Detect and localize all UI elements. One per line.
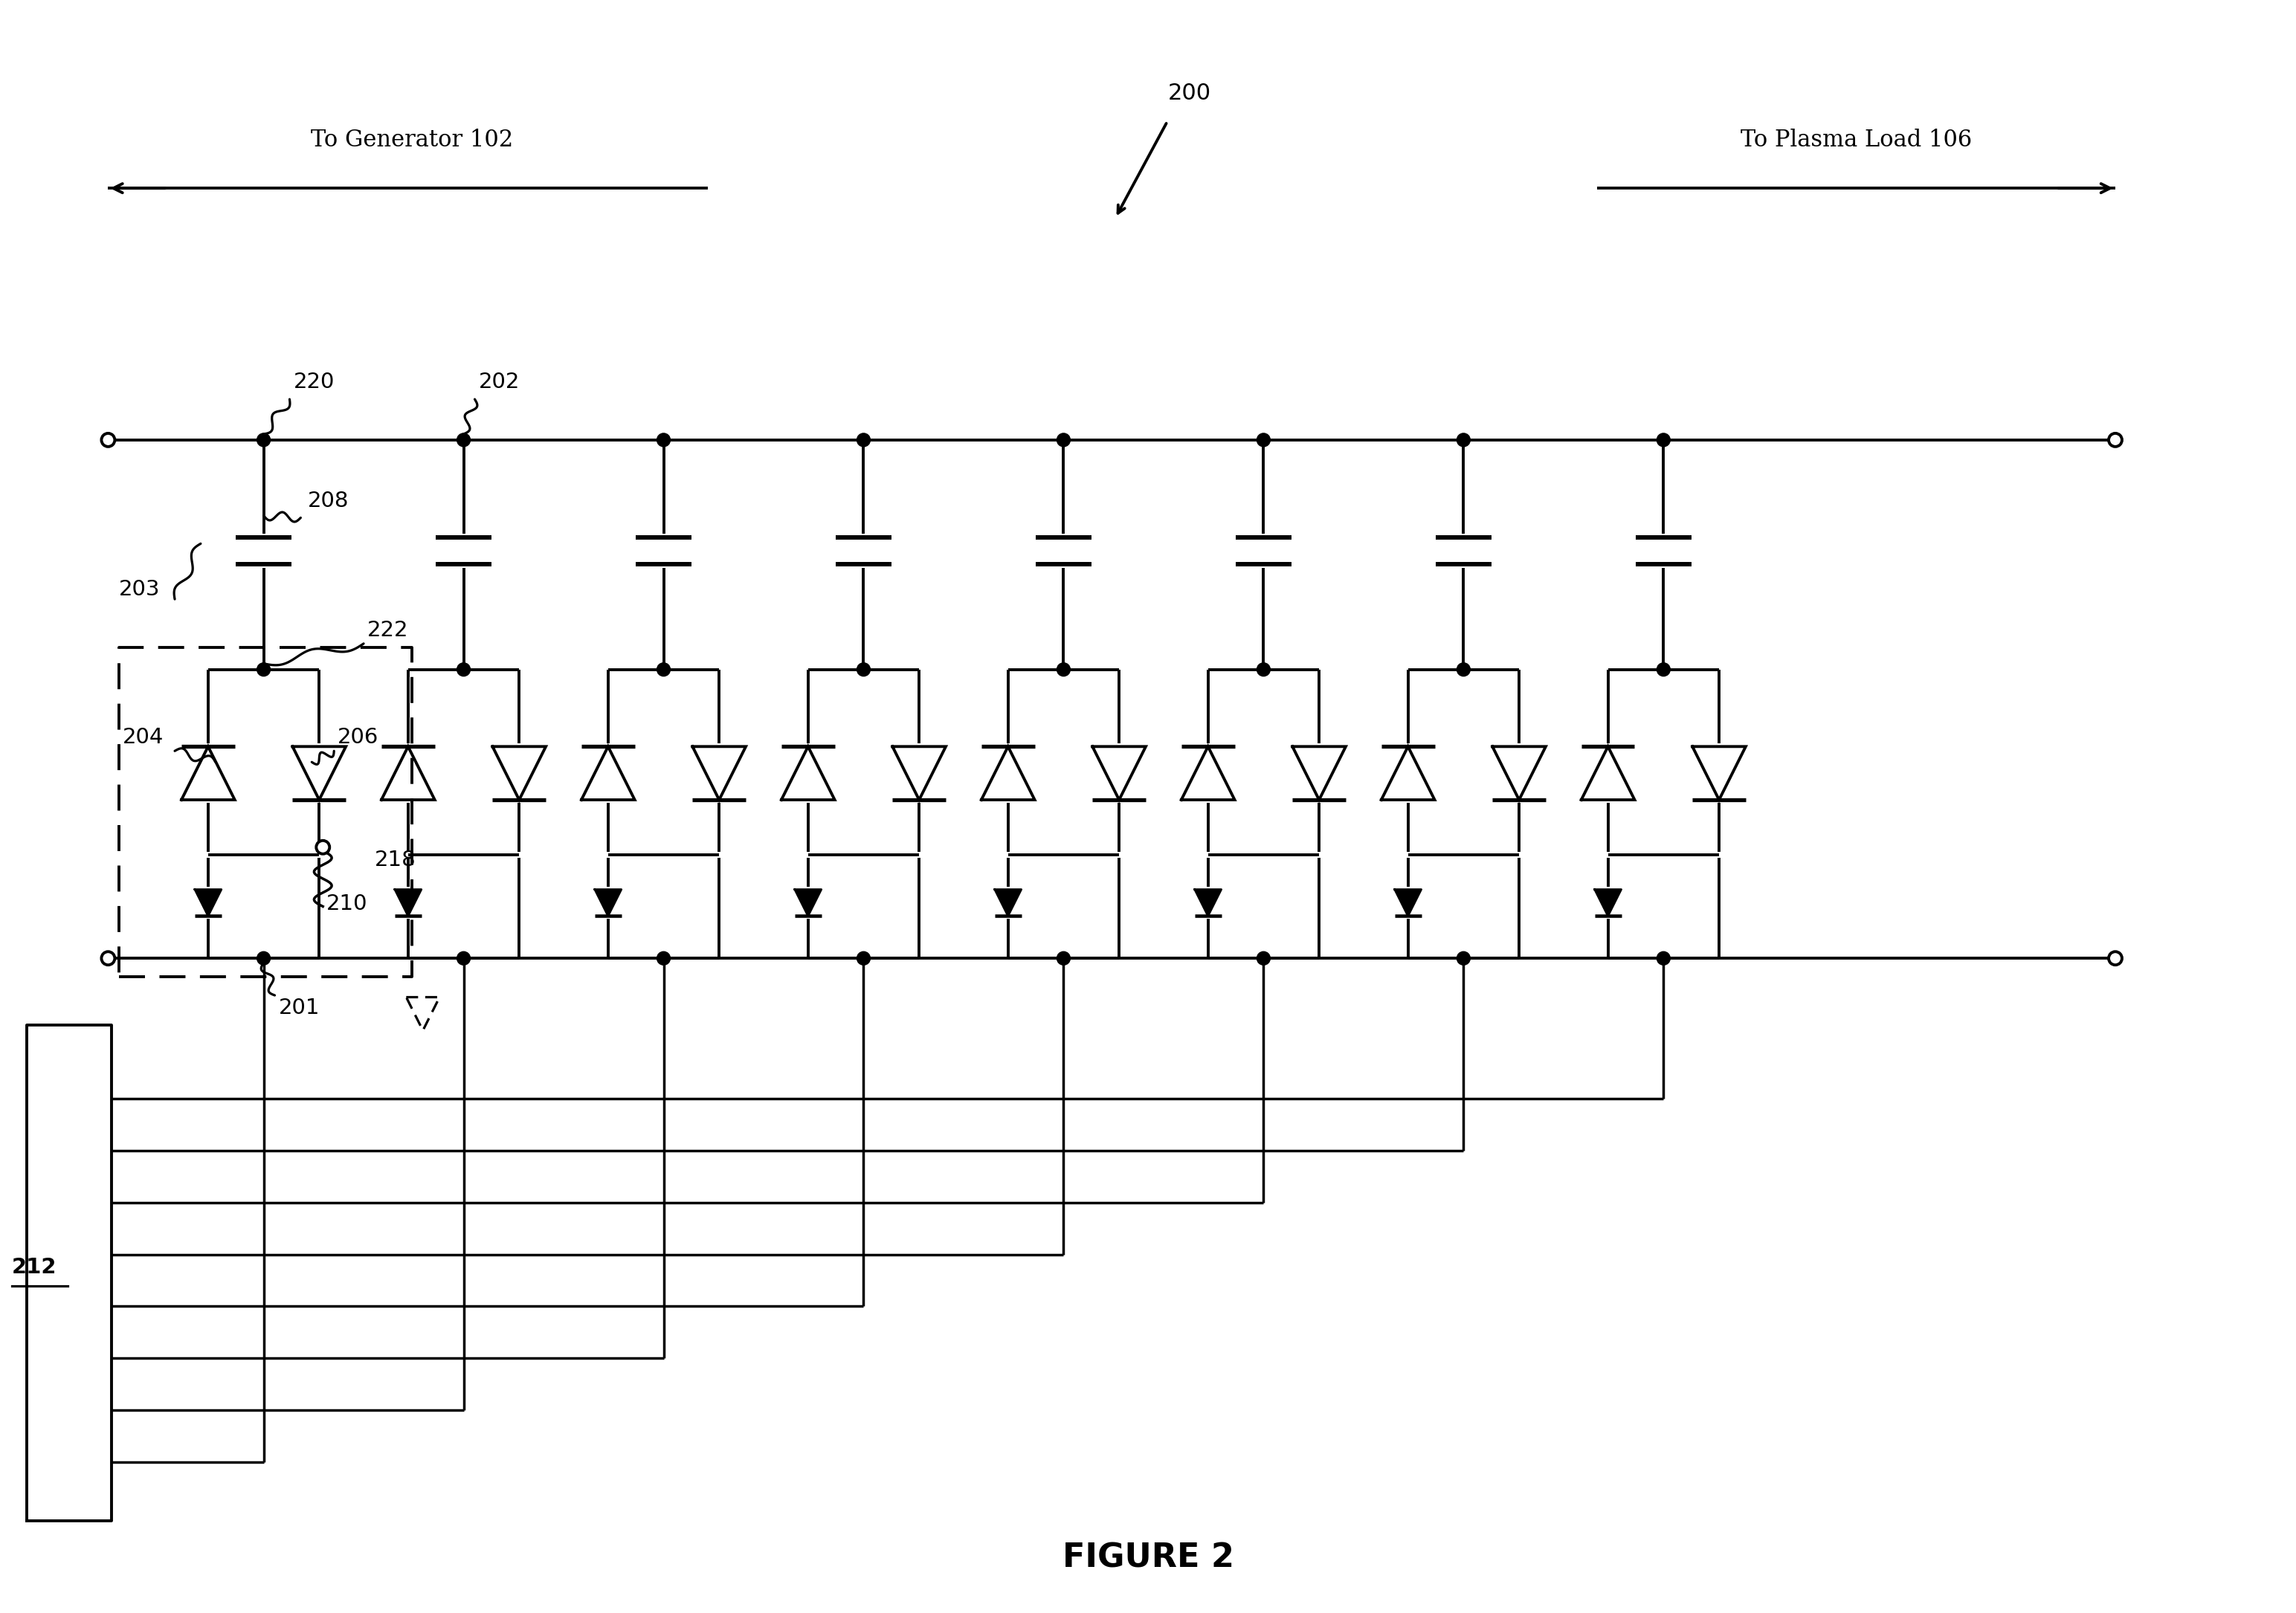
Text: 222: 222	[367, 619, 409, 640]
Circle shape	[1458, 434, 1469, 447]
Circle shape	[257, 434, 271, 447]
Circle shape	[657, 434, 670, 447]
Circle shape	[657, 663, 670, 676]
Text: 206: 206	[338, 727, 379, 748]
Circle shape	[457, 952, 471, 965]
Text: To Generator 102: To Generator 102	[310, 129, 512, 152]
Text: To Plasma Load 106: To Plasma Load 106	[1740, 129, 1972, 152]
Polygon shape	[195, 889, 220, 916]
Circle shape	[101, 952, 115, 965]
Polygon shape	[994, 889, 1022, 916]
Circle shape	[2108, 952, 2122, 965]
Circle shape	[1256, 663, 1270, 676]
Text: 202: 202	[478, 371, 519, 392]
Text: 210: 210	[326, 894, 367, 915]
Circle shape	[1658, 952, 1669, 965]
Circle shape	[257, 663, 271, 676]
Circle shape	[1458, 663, 1469, 676]
Circle shape	[657, 952, 670, 965]
Polygon shape	[1394, 889, 1421, 916]
Circle shape	[1658, 663, 1669, 676]
Circle shape	[457, 434, 471, 447]
Circle shape	[1056, 434, 1070, 447]
Circle shape	[1256, 434, 1270, 447]
Circle shape	[856, 663, 870, 676]
Circle shape	[317, 840, 331, 853]
Circle shape	[1658, 434, 1669, 447]
Text: 212: 212	[11, 1257, 57, 1277]
Text: 200: 200	[1169, 82, 1210, 103]
Circle shape	[1056, 663, 1070, 676]
Polygon shape	[794, 889, 822, 916]
Text: 203: 203	[119, 579, 161, 600]
Text: 220: 220	[294, 371, 335, 392]
Circle shape	[856, 952, 870, 965]
Text: FIGURE 2: FIGURE 2	[1063, 1542, 1233, 1574]
Circle shape	[1056, 952, 1070, 965]
Circle shape	[1458, 952, 1469, 965]
Text: 204: 204	[124, 727, 163, 748]
Polygon shape	[1194, 889, 1221, 916]
Polygon shape	[595, 889, 622, 916]
Circle shape	[457, 663, 471, 676]
Text: 208: 208	[308, 490, 349, 511]
Polygon shape	[1596, 889, 1621, 916]
Circle shape	[257, 952, 271, 965]
Text: 218: 218	[374, 850, 416, 869]
Circle shape	[101, 434, 115, 447]
Circle shape	[2108, 434, 2122, 447]
Circle shape	[856, 434, 870, 447]
Circle shape	[1256, 952, 1270, 965]
Polygon shape	[395, 889, 422, 916]
Text: 201: 201	[278, 997, 319, 1018]
